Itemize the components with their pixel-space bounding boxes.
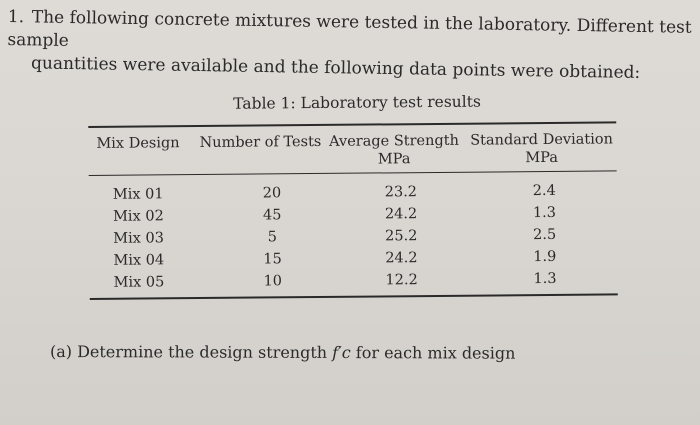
cell-average: 23.2 — [384, 183, 418, 201]
lab-results-table: Table 1: Laboratory test results Mix Des… — [88, 91, 618, 300]
results-table-body: Mix 01 20 23.2 2.4 Mix 02 45 24.2 1.3 Mi… — [89, 171, 618, 294]
cell-tests: 20 — [262, 185, 282, 202]
part-a-label: (a) — [49, 342, 73, 362]
cell-average: 24.2 — [384, 205, 418, 223]
cell-stddev: 2.4 — [532, 182, 556, 199]
cell-stddev: 2.5 — [533, 226, 557, 243]
question-number: 1. — [7, 6, 25, 28]
question-text-1: The following concrete mixtures were tes… — [7, 7, 692, 51]
table-row: Mix 05 10 12.2 1.3 — [90, 267, 618, 294]
cell-mix: Mix 05 — [113, 274, 165, 291]
cell-average: 25.2 — [385, 227, 418, 245]
table-row: Mix 01 20 23.2 2.4 — [89, 171, 617, 206]
header-mix-design: Mix Design — [96, 134, 180, 152]
cell-mix: Mix 01 — [112, 186, 164, 203]
cell-tests: 45 — [262, 207, 282, 224]
cell-stddev: 1.3 — [532, 204, 557, 221]
unit-average-strength: MPa — [377, 150, 411, 168]
header-average-strength: Average Strength — [329, 132, 459, 150]
results-table: Mix Design Number of Tests Average Stren… — [88, 123, 616, 175]
question-1: 1. The following concrete mixtures were t… — [7, 6, 698, 86]
table-caption: Table 1: Laboratory test results — [233, 92, 481, 113]
part-a-suffix: for each mix design — [355, 343, 516, 363]
unit-standard-deviation: MPa — [525, 149, 559, 166]
unit-number-of-tests — [200, 151, 322, 174]
cell-tests: 15 — [263, 251, 282, 268]
cell-mix: Mix 04 — [113, 252, 165, 269]
cell-mix: Mix 03 — [113, 230, 165, 247]
header-standard-deviation: Standard Deviation — [470, 131, 613, 149]
cell-average: 12.2 — [385, 271, 418, 289]
part-a-text: Determine the design strength — [77, 342, 328, 362]
design-strength-symbol: f′c — [332, 342, 351, 363]
cell-tests: 5 — [267, 229, 278, 246]
cell-stddev: 1.3 — [533, 270, 557, 287]
cell-average: 24.2 — [385, 249, 418, 267]
cell-mix: Mix 02 — [112, 208, 164, 225]
unit-mix-design — [88, 152, 199, 175]
cell-stddev: 1.9 — [533, 248, 557, 265]
cell-tests: 10 — [263, 273, 283, 290]
header-number-of-tests: Number of Tests — [199, 133, 322, 151]
table-bottom-rule — [89, 293, 618, 300]
part-a: (a) Determine the design strength f′c fo… — [50, 342, 516, 363]
